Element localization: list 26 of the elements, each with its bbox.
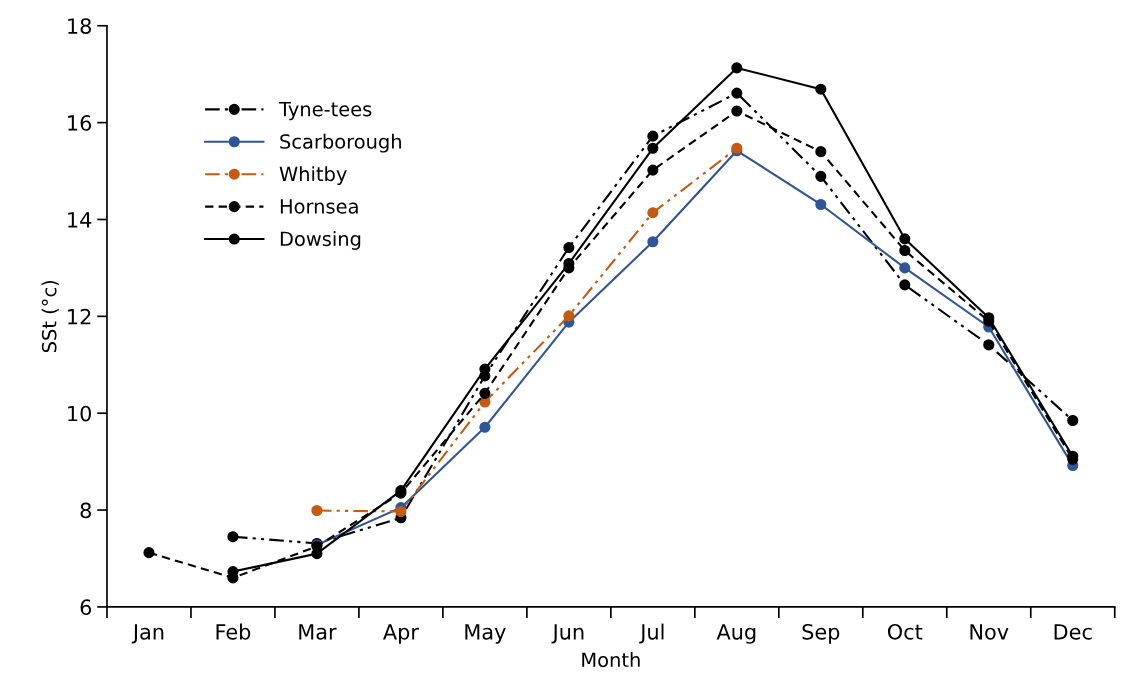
x-tick-label: Jul <box>639 623 664 644</box>
x-tick-label: Aug <box>716 624 756 644</box>
y-tick-label: 16 <box>68 115 92 131</box>
y-tick-label: 6 <box>80 599 92 616</box>
legend-label: Scarborough <box>280 133 401 153</box>
legend-label: Tyne-tees <box>278 101 372 121</box>
y-tick-label: 10 <box>68 405 91 422</box>
x-tick-label: Nov <box>970 624 1009 640</box>
y-tick-label: 12 <box>68 308 91 325</box>
x-tick-label: Jun <box>551 624 584 644</box>
x-tick-label: Mar <box>299 624 337 640</box>
x-tick-label: Dec <box>1054 624 1092 640</box>
x-tick-label: Apr <box>383 624 419 644</box>
x-tick-label: Oct <box>887 623 923 640</box>
x-tick-label: Sep <box>802 623 840 644</box>
x-axis-title: Month <box>582 652 640 668</box>
legend-label: Dowsing <box>280 231 361 250</box>
x-tick-label: Feb <box>216 623 251 640</box>
x-tick-label: May <box>465 624 506 644</box>
y-tick-label: 14 <box>68 212 92 228</box>
y-axis-title: SSt (°c) <box>41 280 59 353</box>
x-tick-label: Jan <box>131 624 164 644</box>
y-tick-label: 18 <box>68 18 91 34</box>
legend-label: Hornsea <box>280 199 358 214</box>
legend-label: Whitby <box>279 166 347 186</box>
y-tick-label: 8 <box>80 502 91 519</box>
